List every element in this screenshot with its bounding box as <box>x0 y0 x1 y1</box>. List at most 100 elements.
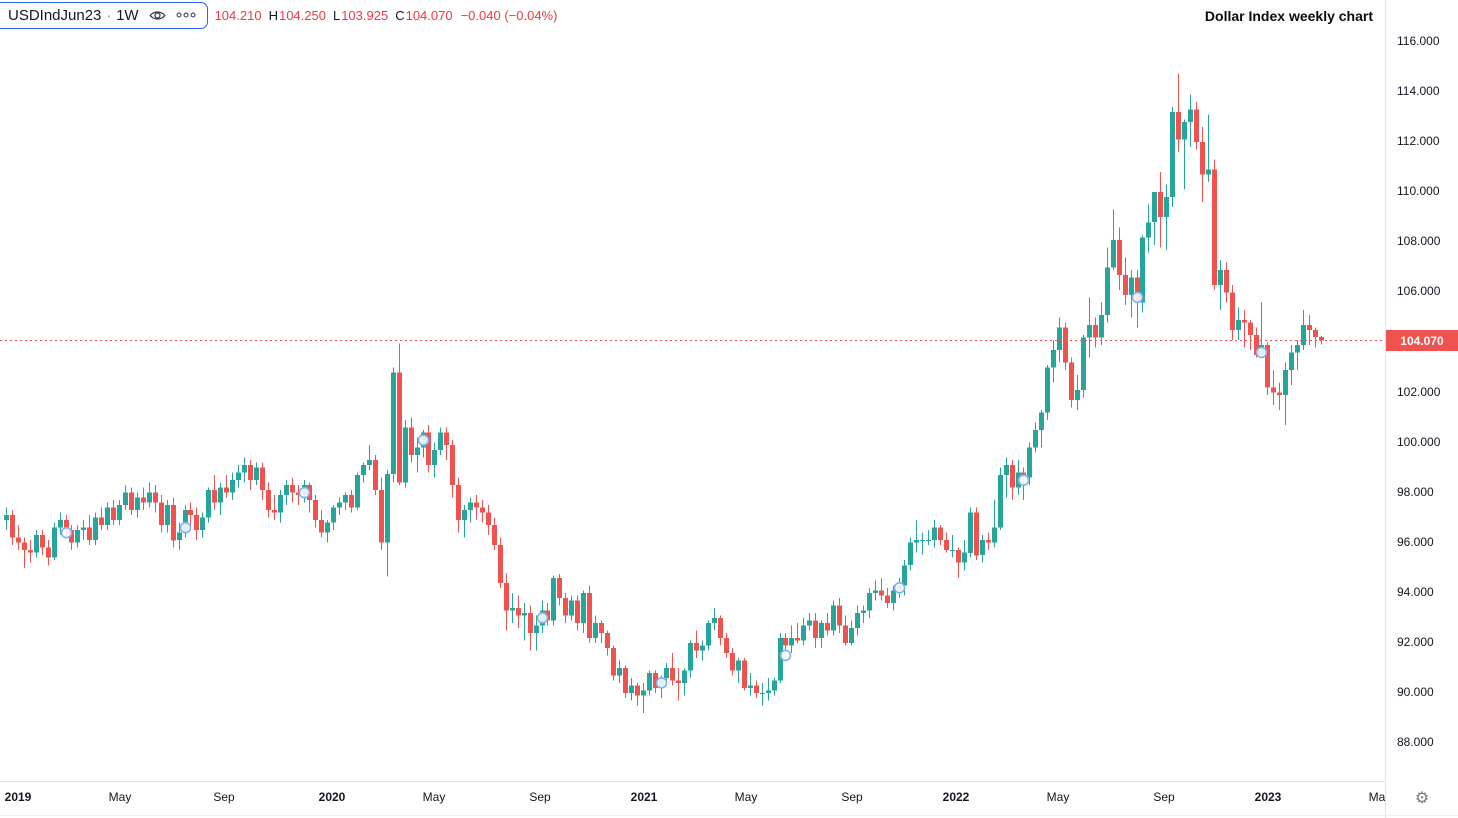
last-price-value: 104.070 <box>1400 333 1444 348</box>
candle <box>1313 329 1318 338</box>
candle <box>861 610 866 613</box>
price-axis-label: 102.000 <box>1397 385 1441 399</box>
event-marker-circle <box>536 611 549 624</box>
candle <box>569 600 574 616</box>
candle <box>986 540 991 543</box>
candle <box>290 485 295 493</box>
candle <box>462 510 467 521</box>
symbol-legend-box[interactable]: USDIndJun23 · 1W <box>0 1 208 29</box>
candle <box>641 690 646 696</box>
time-axis[interactable]: 2019 May Sep 2020 May Sep 2021 May Sep 2022 May Sep… <box>0 782 1385 815</box>
event-marker-circle <box>60 526 73 539</box>
time-axis-label: May <box>734 790 758 804</box>
candle <box>367 460 372 466</box>
candle <box>147 492 152 503</box>
candle <box>653 672 658 688</box>
candle <box>557 577 562 598</box>
candle <box>891 590 896 603</box>
candle <box>611 647 616 676</box>
candle <box>75 530 80 543</box>
candle <box>1283 370 1288 395</box>
candle <box>486 512 491 526</box>
candle <box>831 605 836 631</box>
candle <box>843 625 848 643</box>
candle <box>1140 237 1145 303</box>
candle <box>688 642 693 671</box>
gear-icon: ⚙ <box>1414 789 1430 807</box>
candle <box>40 535 45 548</box>
candle <box>111 507 116 521</box>
candle <box>403 427 408 483</box>
time-axis-label: 2021 <box>630 790 658 804</box>
candle <box>1265 344 1270 388</box>
interval-label[interactable]: 1W <box>116 6 139 24</box>
candle <box>1182 122 1187 140</box>
low-label: L <box>332 7 341 23</box>
candle <box>224 487 229 493</box>
candle <box>623 667 628 693</box>
candle <box>1289 352 1294 370</box>
candle <box>1277 392 1282 395</box>
time-axis-settings-button[interactable]: ⚙ <box>1386 782 1458 815</box>
time-axis-label: May <box>422 790 446 804</box>
candle <box>724 637 729 653</box>
price-axis-label: 108.000 <box>1397 234 1441 248</box>
event-marker-circle <box>893 581 906 594</box>
candle <box>807 620 812 626</box>
candle <box>1051 349 1056 368</box>
time-axis-label: 2019 <box>4 790 32 804</box>
candle <box>825 622 830 631</box>
candle <box>278 495 283 513</box>
candle <box>415 447 420 456</box>
candle <box>1224 269 1229 293</box>
candle <box>218 487 223 503</box>
candle <box>171 505 176 541</box>
candle <box>34 535 39 553</box>
candle <box>379 490 384 543</box>
candle <box>920 540 925 542</box>
candle <box>563 597 568 616</box>
candle <box>1164 197 1169 218</box>
candle <box>581 592 586 623</box>
candle <box>1301 324 1306 345</box>
candle <box>1033 430 1038 448</box>
candlestick-series <box>4 73 1324 713</box>
candle <box>950 550 955 552</box>
event-marker-circle <box>1131 291 1144 304</box>
price-axis-label: 94.000 <box>1397 585 1434 599</box>
candle <box>349 495 354 508</box>
candle <box>194 515 199 531</box>
candle <box>1117 239 1122 275</box>
candle <box>914 540 919 543</box>
candle <box>1081 337 1086 390</box>
price-axis-label: 110.000 <box>1397 184 1440 198</box>
candle <box>837 605 842 626</box>
symbol-title[interactable]: USDIndJun23 <box>8 6 102 24</box>
time-axis-label: Sep <box>841 790 863 804</box>
more-options-icon[interactable] <box>176 12 196 18</box>
candle <box>1004 465 1009 476</box>
eye-icon[interactable] <box>148 9 166 22</box>
candle <box>432 450 437 466</box>
time-axis-label: 2022 <box>942 790 970 804</box>
candle <box>69 530 74 543</box>
candle <box>736 660 741 671</box>
candle <box>123 492 128 506</box>
candle <box>1158 192 1163 218</box>
candle <box>438 432 443 451</box>
candle <box>242 465 247 473</box>
candle <box>902 565 907 586</box>
candle <box>855 612 860 628</box>
time-axis-label: Sep <box>213 790 235 804</box>
candle <box>1129 277 1134 295</box>
time-axis-label: 2020 <box>318 790 346 804</box>
candle <box>873 590 878 593</box>
candle <box>105 507 110 526</box>
candle <box>1069 362 1074 401</box>
candle <box>813 620 818 638</box>
candle <box>801 625 806 641</box>
price-axis[interactable]: 116.000 114.000 112.000 110.000 108.000 106.0… <box>1386 0 1458 782</box>
price-axis-label: 114.000 <box>1397 84 1440 98</box>
